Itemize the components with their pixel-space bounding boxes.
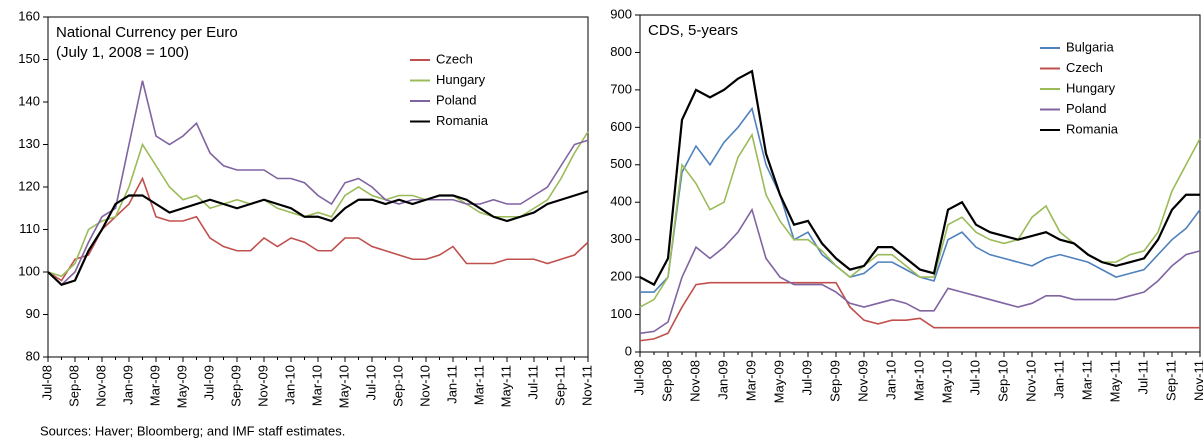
series-line	[47, 80, 589, 286]
series-line	[639, 132, 1201, 308]
x-tick-label: Mar-10	[911, 360, 926, 401]
x-tick-label: May-09	[174, 365, 189, 408]
x-tick-label: Sep-11	[1163, 360, 1178, 401]
x-tick-label: Nov-08	[93, 365, 108, 407]
x-tick-label: Jan-09	[715, 360, 730, 400]
chart-title: National Currency per Euro	[56, 24, 238, 41]
legend-label: Poland	[1066, 101, 1106, 116]
y-tick-label: 300	[610, 231, 632, 246]
x-tick-label: May-11	[1107, 360, 1122, 402]
x-tick-label: Sep-10	[995, 360, 1010, 402]
x-tick-label: Mar-11	[471, 365, 486, 405]
y-tick-label: 140	[18, 93, 40, 108]
x-tick-label: Nov-11	[1191, 360, 1203, 401]
x-tick-label: Sep-08	[66, 365, 81, 407]
series-line	[639, 207, 1201, 335]
legend-label: Czech	[1066, 60, 1103, 75]
x-tick-label: Jul-09	[201, 365, 216, 400]
legend-label: Poland	[436, 92, 476, 107]
series-line	[639, 69, 1200, 287]
legend-label: Hungary	[436, 72, 486, 87]
series-line	[47, 131, 589, 278]
chart-subtitle: (July 1, 2008 = 100)	[56, 44, 189, 61]
x-tick-label: May-10	[939, 360, 954, 403]
y-tick-label: 400	[610, 194, 632, 209]
legend-label: Romania	[436, 113, 489, 128]
x-tick-label: Nov-09	[255, 365, 270, 407]
x-tick-label: Nov-08	[687, 360, 702, 402]
series-line	[639, 281, 1200, 342]
x-tick-label: Nov-11	[579, 365, 594, 406]
x-tick-label: Jul-08	[631, 360, 646, 395]
x-tick-label: Sep-11	[552, 365, 567, 406]
x-tick-label: Mar-09	[743, 360, 758, 401]
x-tick-label: Jan-09	[120, 365, 135, 405]
y-tick-label: 160	[18, 8, 40, 23]
y-tick-label: 900	[610, 6, 632, 21]
legend-label: Bulgaria	[1066, 39, 1114, 54]
x-tick-label: Jul-09	[799, 360, 814, 395]
y-tick-label: 100	[18, 263, 40, 278]
y-tick-label: 200	[610, 269, 632, 284]
x-tick-label: Mar-09	[147, 365, 162, 406]
legend-label: Czech	[436, 51, 473, 66]
x-tick-label: Sep-08	[659, 360, 674, 402]
y-tick-label: 500	[610, 156, 632, 171]
x-tick-label: Jan-11	[1051, 360, 1066, 399]
plot-area	[639, 14, 1201, 353]
y-tick-label: 120	[18, 178, 40, 193]
y-tick-label: 600	[610, 119, 632, 134]
x-tick-label: Nov-10	[417, 365, 432, 407]
x-tick-label: Jul-11	[525, 365, 540, 399]
chart-title: CDS, 5-years	[648, 22, 738, 39]
series-line	[47, 190, 589, 286]
x-tick-label: May-09	[771, 360, 786, 403]
x-tick-label: Mar-10	[309, 365, 324, 406]
x-tick-label: Sep-09	[827, 360, 842, 402]
x-tick-label: Nov-10	[1023, 360, 1038, 402]
x-tick-label: Sep-10	[390, 365, 405, 407]
x-tick-label: Mar-11	[1079, 360, 1094, 400]
y-tick-label: 700	[610, 81, 632, 96]
legend-label: Romania	[1066, 121, 1119, 136]
y-tick-label: 110	[19, 221, 40, 236]
y-tick-label: 100	[610, 306, 632, 321]
x-tick-label: Jul-08	[39, 365, 54, 400]
x-tick-label: Jan-11	[444, 365, 459, 404]
y-tick-label: 800	[610, 44, 632, 59]
x-tick-label: Jul-10	[967, 360, 982, 395]
y-tick-label: 150	[18, 51, 40, 66]
legend-label: Hungary	[1066, 80, 1116, 95]
y-tick-label: 90	[26, 306, 40, 321]
x-tick-label: May-11	[498, 365, 513, 407]
y-tick-label: 130	[18, 136, 40, 151]
x-tick-label: Jan-10	[282, 365, 297, 405]
x-tick-label: Jul-11	[1135, 360, 1150, 394]
source-note: Sources: Haver; Bloomberg; and IMF staff…	[40, 423, 345, 438]
x-tick-label: Sep-09	[228, 365, 243, 407]
y-tick-label: 0	[625, 343, 632, 358]
x-tick-label: Jul-10	[363, 365, 378, 400]
x-tick-label: May-10	[336, 365, 351, 408]
x-tick-label: Nov-09	[855, 360, 870, 402]
series-line	[47, 176, 589, 282]
y-tick-label: 80	[26, 348, 40, 363]
x-tick-label: Jan-10	[883, 360, 898, 400]
